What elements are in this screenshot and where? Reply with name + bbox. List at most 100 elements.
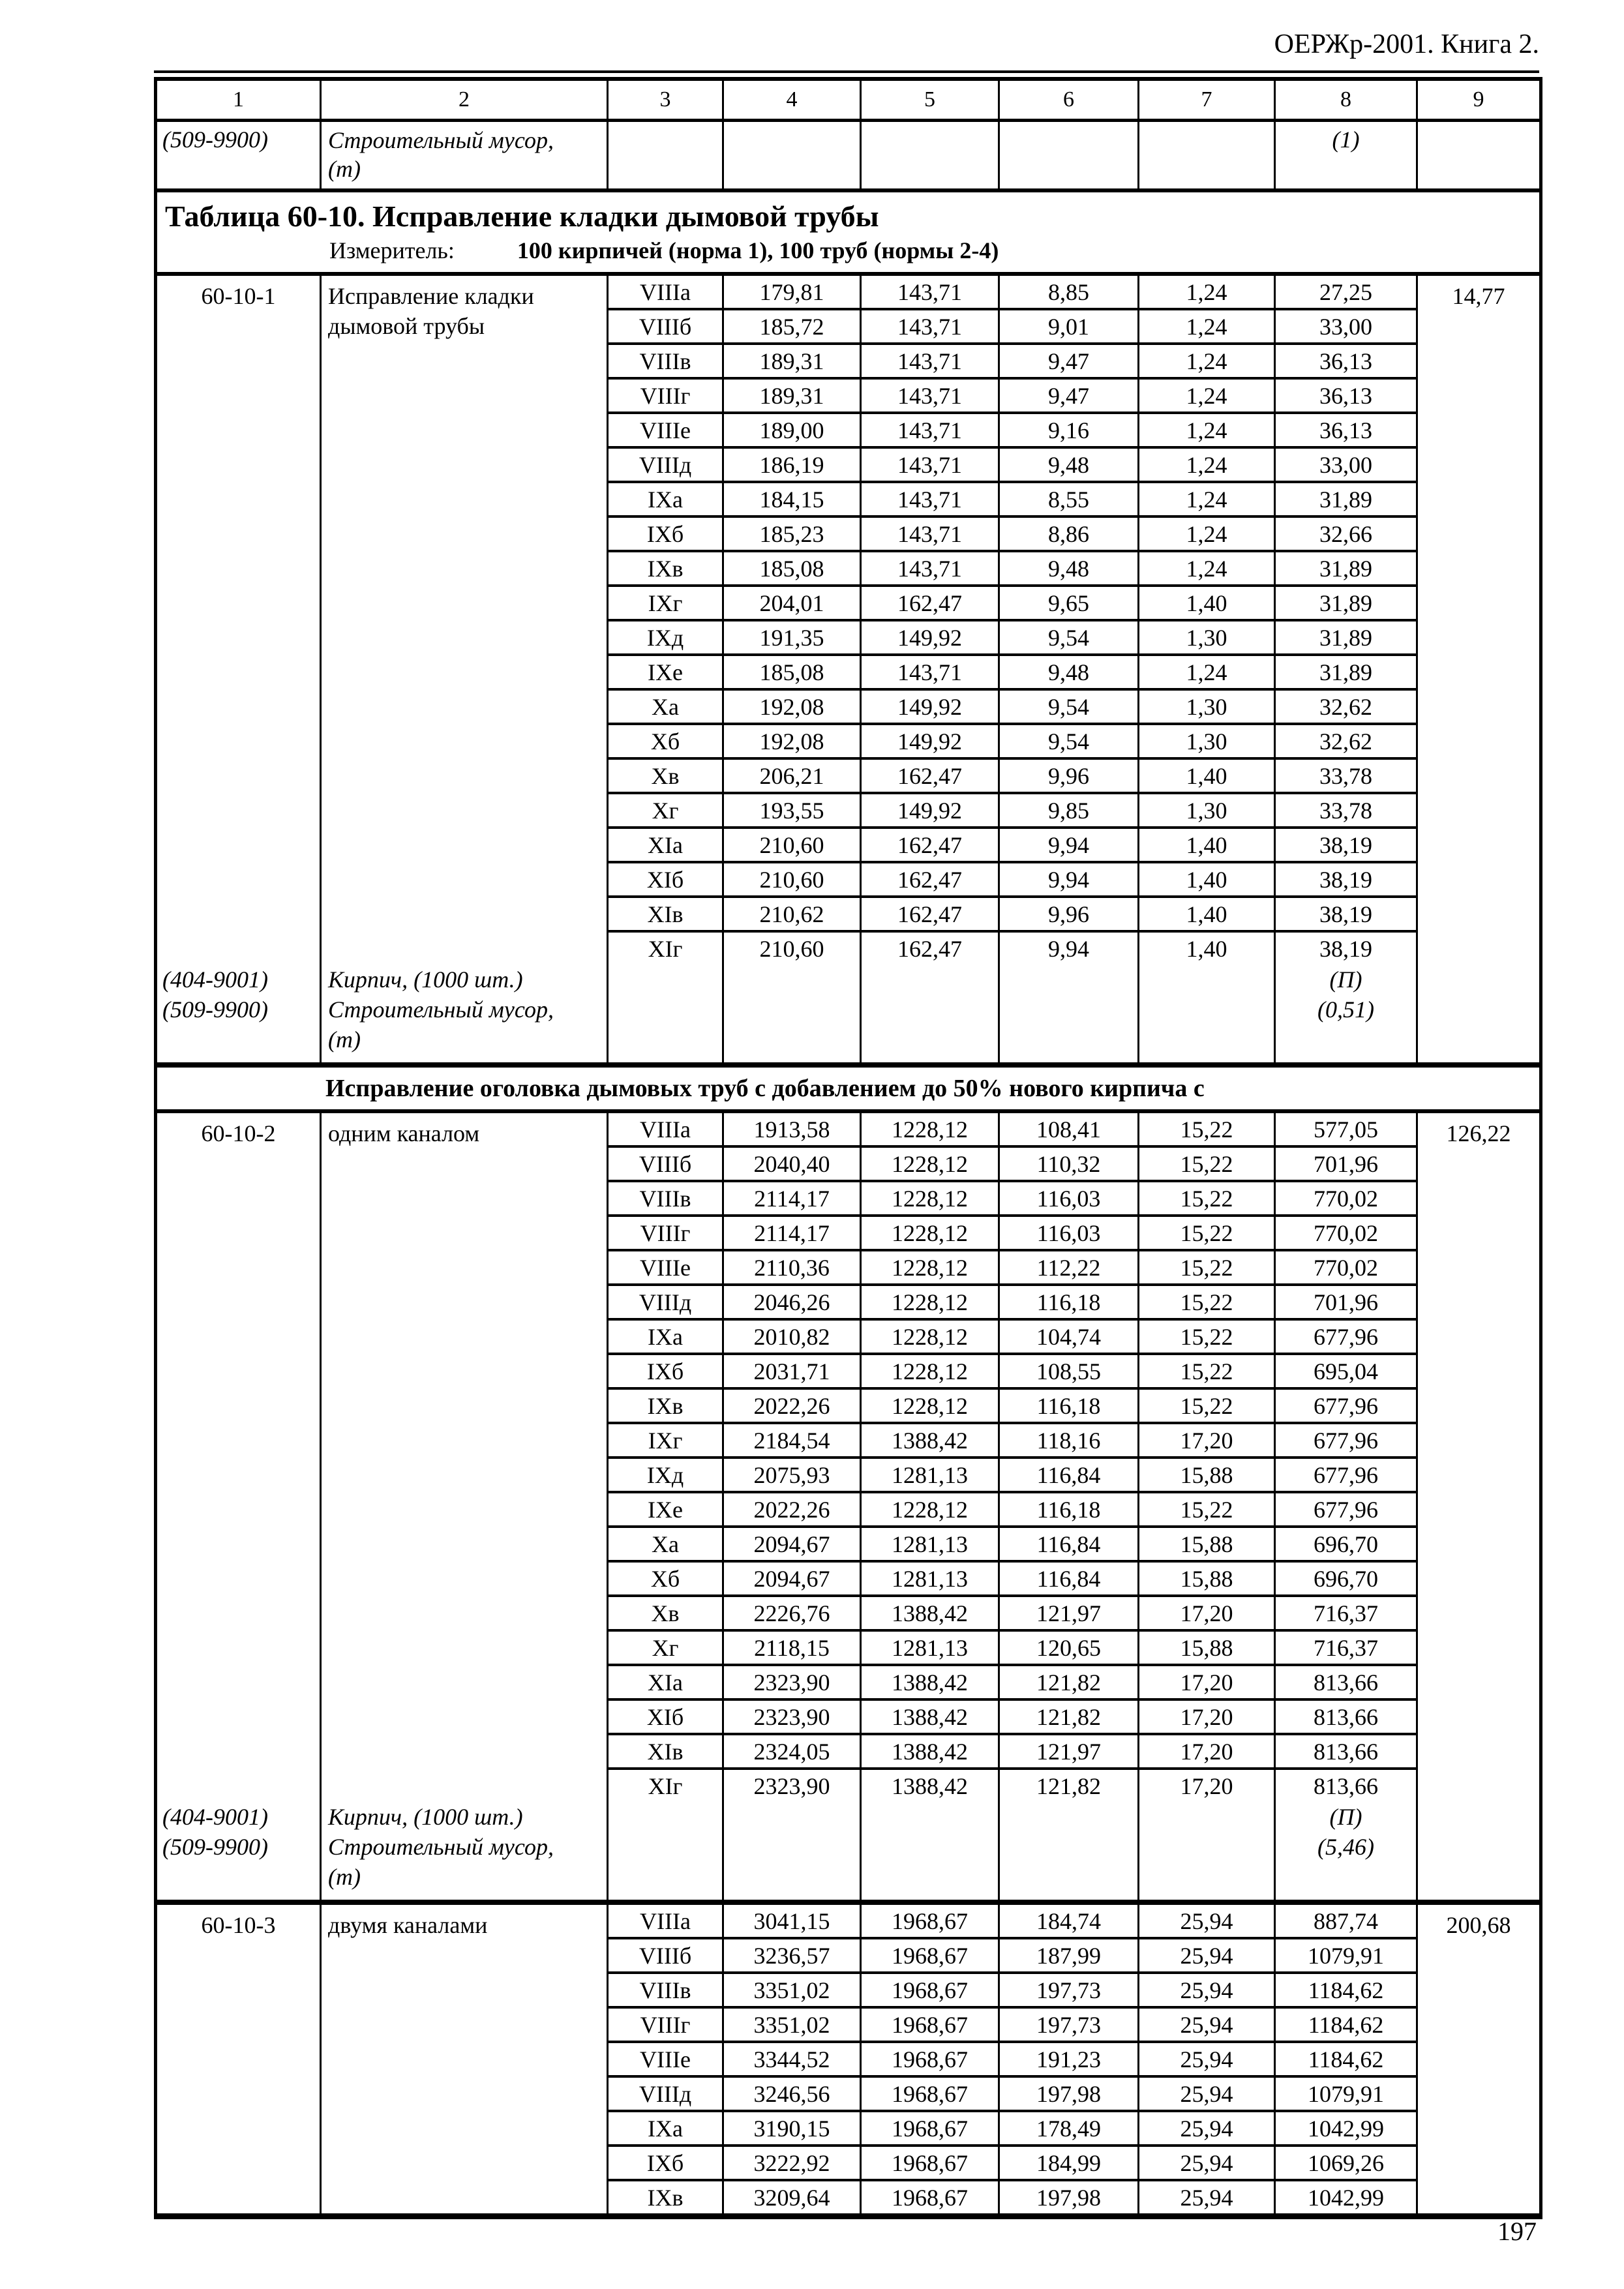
table-row: IXв 3209,64 1968,67 197,98 25,94 1042,99 (156, 2179, 1541, 2217)
row-label-cell: IXа (607, 2110, 724, 2146)
value-cell: 38,19 (1274, 826, 1418, 862)
row-label-cell: VIIIа (607, 1111, 724, 1146)
value-cell: 770,02 (1274, 1214, 1418, 1250)
value-cell: 1388,42 (860, 1422, 1000, 1458)
value-cell: 25,94 (1137, 2144, 1276, 2180)
value-cell: 184,99 (998, 2144, 1139, 2180)
value-cell: 116,03 (998, 1214, 1139, 1250)
group-header-cell: Исправление оголовка дымовых труб с доба… (155, 1062, 1542, 1113)
table-row: VIIIд 2046,26 1228,12 116,18 15,22 701,96 (156, 1283, 1541, 1319)
value-cell: 9,94 (998, 861, 1139, 897)
value-cell: 9,48 (998, 550, 1139, 586)
value-cell: 1388,42 (860, 1594, 1000, 1630)
value-cell: 677,96 (1274, 1456, 1418, 1492)
value-cell: 185,23 (722, 515, 862, 551)
value-cell: 2046,26 (722, 1283, 862, 1319)
material-row: (П) (5,46) (156, 1802, 1541, 1902)
value-cell: 9,96 (998, 757, 1139, 793)
value-cell: 15,22 (1137, 1145, 1276, 1181)
value-cell: 1,24 (1137, 550, 1276, 586)
table-row: VIIIг 3351,02 1968,67 197,73 25,94 1184,62 (156, 2006, 1541, 2042)
row-label-cell: IXб (607, 1353, 724, 1388)
column-number: 7 (1137, 79, 1276, 122)
table-row: Xа 2094,67 1281,13 116,84 15,88 696,70 (156, 1525, 1541, 1561)
value-cell: 184,74 (998, 1900, 1139, 1938)
table-row: IXв 185,08 143,71 9,48 1,24 31,89 (156, 550, 1541, 586)
value-cell: 1,30 (1137, 723, 1276, 758)
value-cell: 149,92 (860, 619, 1000, 655)
value-cell: 1,24 (1137, 411, 1276, 447)
material-codes: (404-9001) (509-9900) (158, 965, 319, 1025)
value-cell: 143,71 (860, 515, 1000, 551)
value-cell: 813,66 (1274, 1664, 1418, 1699)
value-cell: 36,13 (1274, 377, 1418, 413)
value-cell: 32,66 (1274, 515, 1418, 551)
row-label-cell: VIIIе (607, 2041, 724, 2076)
table-row: IXг 2184,54 1388,42 118,16 17,20 677,96 (156, 1422, 1541, 1458)
value-cell: 197,73 (998, 1971, 1139, 2007)
value-cell: 1042,99 (1274, 2110, 1418, 2146)
row-label-cell: IXв (607, 1387, 724, 1423)
table-row: XIб 2323,90 1388,42 121,82 17,20 813,66 (156, 1698, 1541, 1734)
value-cell: 3190,15 (722, 2110, 862, 2146)
row-label-cell: IXд (607, 1456, 724, 1492)
value-cell: 31,89 (1274, 653, 1418, 689)
double-rule-top (154, 70, 1539, 73)
value-cell: 696,70 (1274, 1560, 1418, 1596)
empty-cell (1137, 965, 1276, 1065)
value-cell: 770,02 (1274, 1249, 1418, 1285)
row-label-cell: XIв (607, 1733, 724, 1769)
value-cell: 36,13 (1274, 411, 1418, 447)
row-label-cell: IXг (607, 1422, 724, 1458)
row-label-cell: VIIIд (607, 1283, 724, 1319)
value-cell: 1968,67 (860, 2041, 1000, 2076)
col9-value-cell: 14,77 (1416, 274, 1542, 1065)
value-cell: 38,19 (1274, 930, 1418, 965)
value-cell: 677,96 (1274, 1491, 1418, 1527)
value-cell: 116,18 (998, 1491, 1139, 1527)
value-cell: 143,71 (860, 481, 1000, 516)
column-number: 5 (860, 79, 1000, 122)
table-row: XIг 2323,90 1388,42 121,82 17,20 813,66 (156, 1767, 1541, 1802)
value-cell: 1968,67 (860, 2179, 1000, 2217)
value-cell: 116,84 (998, 1525, 1139, 1561)
value-cell: 15,22 (1137, 1111, 1276, 1146)
section-code-cell: 60-10-2 (404-9001) (509-9900) (155, 1111, 322, 1902)
carryover-name-line: (т) (328, 156, 361, 182)
value-cell: 1069,26 (1274, 2144, 1418, 2180)
value-cell: 210,62 (722, 895, 862, 931)
value-cell: 189,31 (722, 342, 862, 378)
row-label-cell: IXв (607, 550, 724, 586)
value-cell: 191,35 (722, 619, 862, 655)
value-cell: 189,00 (722, 411, 862, 447)
value-cell: 15,22 (1137, 1180, 1276, 1216)
value-cell: 33,78 (1274, 757, 1418, 793)
value-cell: 1,30 (1137, 792, 1276, 828)
table-title-cell: Таблица 60-10. Исправление кладки дымово… (155, 188, 1542, 276)
column-number: 4 (722, 79, 862, 122)
section-description: двумя каналами (328, 1912, 488, 1938)
carryover-row-body: (509-9900) Строительный мусор, (т) (1) (155, 120, 1542, 190)
value-cell: 108,41 (998, 1111, 1139, 1146)
value-cell: 1913,58 (722, 1111, 862, 1146)
value-cell: 116,03 (998, 1180, 1139, 1216)
value-cell: 9,16 (998, 411, 1139, 447)
value-cell: 143,71 (860, 446, 1000, 482)
value-cell: 15,22 (1137, 1353, 1276, 1388)
table-row: VIIIв 189,31 143,71 9,47 1,24 36,13 (156, 342, 1541, 378)
value-cell: 716,37 (1274, 1594, 1418, 1630)
value-cell: 33,00 (1274, 446, 1418, 482)
table-row: XIа 2323,90 1388,42 121,82 17,20 813,66 (156, 1664, 1541, 1699)
value-cell: 716,37 (1274, 1629, 1418, 1665)
value-cell: 32,62 (1274, 723, 1418, 758)
value-cell: 15,88 (1137, 1525, 1276, 1561)
row-label-cell: VIIIа (607, 274, 724, 309)
table-row: IXе 185,08 143,71 9,48 1,24 31,89 (156, 653, 1541, 689)
empty-cell (860, 120, 1000, 190)
value-cell: 3344,52 (722, 2041, 862, 2076)
value-cell: 184,15 (722, 481, 862, 516)
empty-cell (1137, 120, 1276, 190)
row-label-cell: VIIIг (607, 2006, 724, 2042)
column-number: 8 (1274, 79, 1418, 122)
value-cell: 15,22 (1137, 1387, 1276, 1423)
